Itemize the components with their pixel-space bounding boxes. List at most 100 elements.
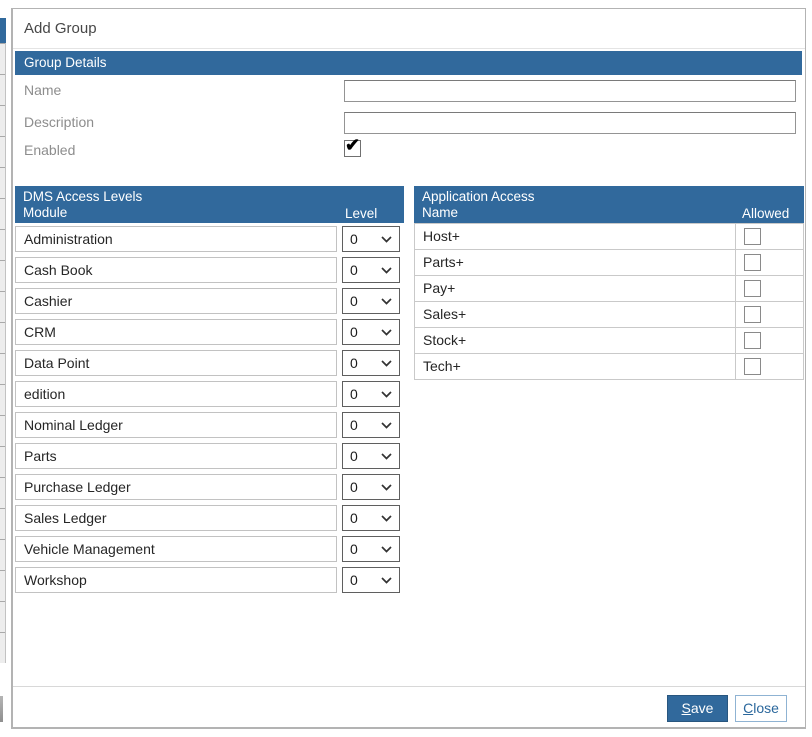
table-row: Tech+ (415, 354, 803, 380)
module-name: Sales Ledger (15, 505, 337, 531)
allowed-checkbox[interactable] (744, 306, 761, 323)
module-name: Workshop (15, 567, 337, 593)
level-value: 0 (350, 572, 358, 588)
dms-access-levels-panel: DMS Access Levels Module Level Administr… (15, 186, 404, 598)
module-name: Purchase Ledger (15, 474, 337, 500)
level-select[interactable]: 0 (342, 505, 400, 531)
title-separator (13, 48, 805, 49)
level-select[interactable]: 0 (342, 288, 400, 314)
table-row: Vehicle Management 0 (15, 536, 404, 562)
level-select[interactable]: 0 (342, 381, 400, 407)
allowed-checkbox[interactable] (744, 280, 761, 297)
table-row: edition 0 (15, 381, 404, 407)
application-access-header: Application Access Name Allowed (414, 186, 804, 223)
dms-rows: Administration 0 Cash Book 0 Cashier 0 C… (15, 226, 404, 593)
close-button[interactable]: Close (735, 695, 787, 722)
enabled-label: Enabled (24, 142, 75, 158)
table-row: Administration 0 (15, 226, 404, 252)
save-button-label: Save (668, 696, 727, 721)
table-row: Pay+ (415, 276, 803, 302)
level-select[interactable]: 0 (342, 536, 400, 562)
table-row: Workshop 0 (15, 567, 404, 593)
group-details-header: Group Details (15, 51, 802, 75)
allowed-column-header: Allowed (742, 206, 789, 221)
module-name: Cashier (15, 288, 337, 314)
dms-panel-title: DMS Access Levels (23, 188, 404, 205)
description-input[interactable] (344, 112, 796, 134)
table-row: Parts+ (415, 250, 803, 276)
table-row: Parts 0 (15, 443, 404, 469)
module-name: Nominal Ledger (15, 412, 337, 438)
level-select[interactable]: 0 (342, 226, 400, 252)
chevron-down-icon (381, 391, 392, 398)
allowed-checkbox[interactable] (744, 358, 761, 375)
chevron-down-icon (381, 577, 392, 584)
dialog-title: Add Group (24, 20, 97, 37)
allowed-cell (735, 250, 803, 275)
footer-separator (13, 686, 805, 687)
module-name: Vehicle Management (15, 536, 337, 562)
chevron-down-icon (381, 298, 392, 305)
allowed-checkbox[interactable] (744, 332, 761, 349)
level-value: 0 (350, 293, 358, 309)
close-button-label: Close (736, 696, 786, 721)
level-value: 0 (350, 231, 358, 247)
background-table-header-fragment (0, 18, 6, 43)
allowed-cell (735, 276, 803, 301)
level-select[interactable]: 0 (342, 567, 400, 593)
level-column-header: Level (345, 206, 377, 221)
level-value: 0 (350, 479, 358, 495)
level-select[interactable]: 0 (342, 443, 400, 469)
level-value: 0 (350, 262, 358, 278)
level-select[interactable]: 0 (342, 257, 400, 283)
allowed-checkbox[interactable] (744, 228, 761, 245)
table-row: CRM 0 (15, 319, 404, 345)
module-name: Cash Book (15, 257, 337, 283)
level-select[interactable]: 0 (342, 319, 400, 345)
allowed-checkbox[interactable] (744, 254, 761, 271)
chevron-down-icon (381, 546, 392, 553)
level-select[interactable]: 0 (342, 350, 400, 376)
background-scrollbar-fragment (0, 696, 3, 722)
level-value: 0 (350, 417, 358, 433)
table-row: Data Point 0 (15, 350, 404, 376)
table-row: Host+ (415, 224, 803, 250)
chevron-down-icon (381, 484, 392, 491)
allowed-cell (735, 224, 803, 249)
allowed-cell (735, 302, 803, 327)
background-table-rows-fragment (0, 43, 6, 663)
table-row: Sales Ledger 0 (15, 505, 404, 531)
description-label: Description (24, 114, 94, 130)
chevron-down-icon (381, 267, 392, 274)
save-button[interactable]: Save (667, 695, 728, 722)
module-name: Data Point (15, 350, 337, 376)
chevron-down-icon (381, 453, 392, 460)
allowed-cell (735, 354, 803, 379)
level-value: 0 (350, 355, 358, 371)
dms-access-levels-header: DMS Access Levels Module Level (15, 186, 404, 223)
level-value: 0 (350, 448, 358, 464)
level-value: 0 (350, 324, 358, 340)
application-access-panel: Application Access Name Allowed Host+ Pa… (414, 186, 804, 380)
table-row: Cashier 0 (15, 288, 404, 314)
module-name: edition (15, 381, 337, 407)
application-panel-title: Application Access (422, 188, 804, 205)
screen: Add Group Group Details Name Description… (0, 0, 812, 737)
name-label: Name (24, 82, 61, 98)
level-select[interactable]: 0 (342, 412, 400, 438)
table-row: Purchase Ledger 0 (15, 474, 404, 500)
allowed-cell (735, 328, 803, 353)
table-row: Cash Book 0 (15, 257, 404, 283)
level-select[interactable]: 0 (342, 474, 400, 500)
enabled-checkbox[interactable] (344, 140, 361, 157)
name-input[interactable] (344, 80, 796, 102)
add-group-dialog: Add Group Group Details Name Description… (11, 8, 806, 729)
table-row: Nominal Ledger 0 (15, 412, 404, 438)
module-name: Administration (15, 226, 337, 252)
chevron-down-icon (381, 422, 392, 429)
table-row: Stock+ (415, 328, 803, 354)
table-row: Sales+ (415, 302, 803, 328)
chevron-down-icon (381, 329, 392, 336)
level-value: 0 (350, 510, 358, 526)
level-value: 0 (350, 541, 358, 557)
